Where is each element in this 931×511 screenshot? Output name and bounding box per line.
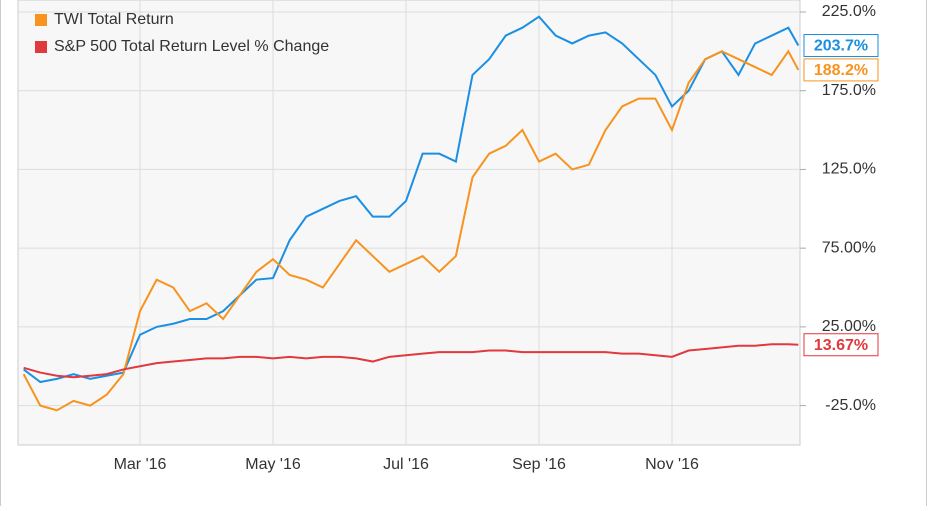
x-tick-label: Nov '16 bbox=[645, 456, 699, 473]
legend-label: S&P 500 Total Return Level % Change bbox=[54, 38, 329, 55]
end-label: 203.7% bbox=[814, 38, 868, 55]
series-line bbox=[22, 49, 800, 412]
end-label-box bbox=[803, 333, 879, 357]
end-label-box bbox=[803, 34, 879, 58]
y-tick-label: 125.0% bbox=[822, 161, 876, 178]
x-tick-label: May '16 bbox=[245, 456, 301, 473]
end-label-box bbox=[803, 58, 879, 82]
series-line bbox=[23, 15, 800, 384]
x-tick-label: Mar '16 bbox=[114, 456, 167, 473]
end-label: 188.2% bbox=[814, 62, 868, 79]
plot-area bbox=[17, 0, 801, 446]
y-tick-label: 225.0% bbox=[822, 3, 876, 20]
y-tick-label: 25.00% bbox=[822, 318, 876, 335]
x-tick-label: Sep '16 bbox=[512, 456, 566, 473]
y-tick-label: 175.0% bbox=[822, 82, 876, 99]
series-line bbox=[23, 343, 799, 379]
y-tick-label: 75.00% bbox=[822, 239, 876, 256]
y-tick-label: -25.0% bbox=[825, 397, 876, 414]
legend-swatch bbox=[35, 14, 47, 26]
legend-swatch bbox=[35, 41, 47, 53]
x-tick-label: Jul '16 bbox=[383, 456, 429, 473]
legend-label: TWI Total Return bbox=[54, 11, 174, 28]
end-label: 13.67% bbox=[814, 337, 868, 354]
